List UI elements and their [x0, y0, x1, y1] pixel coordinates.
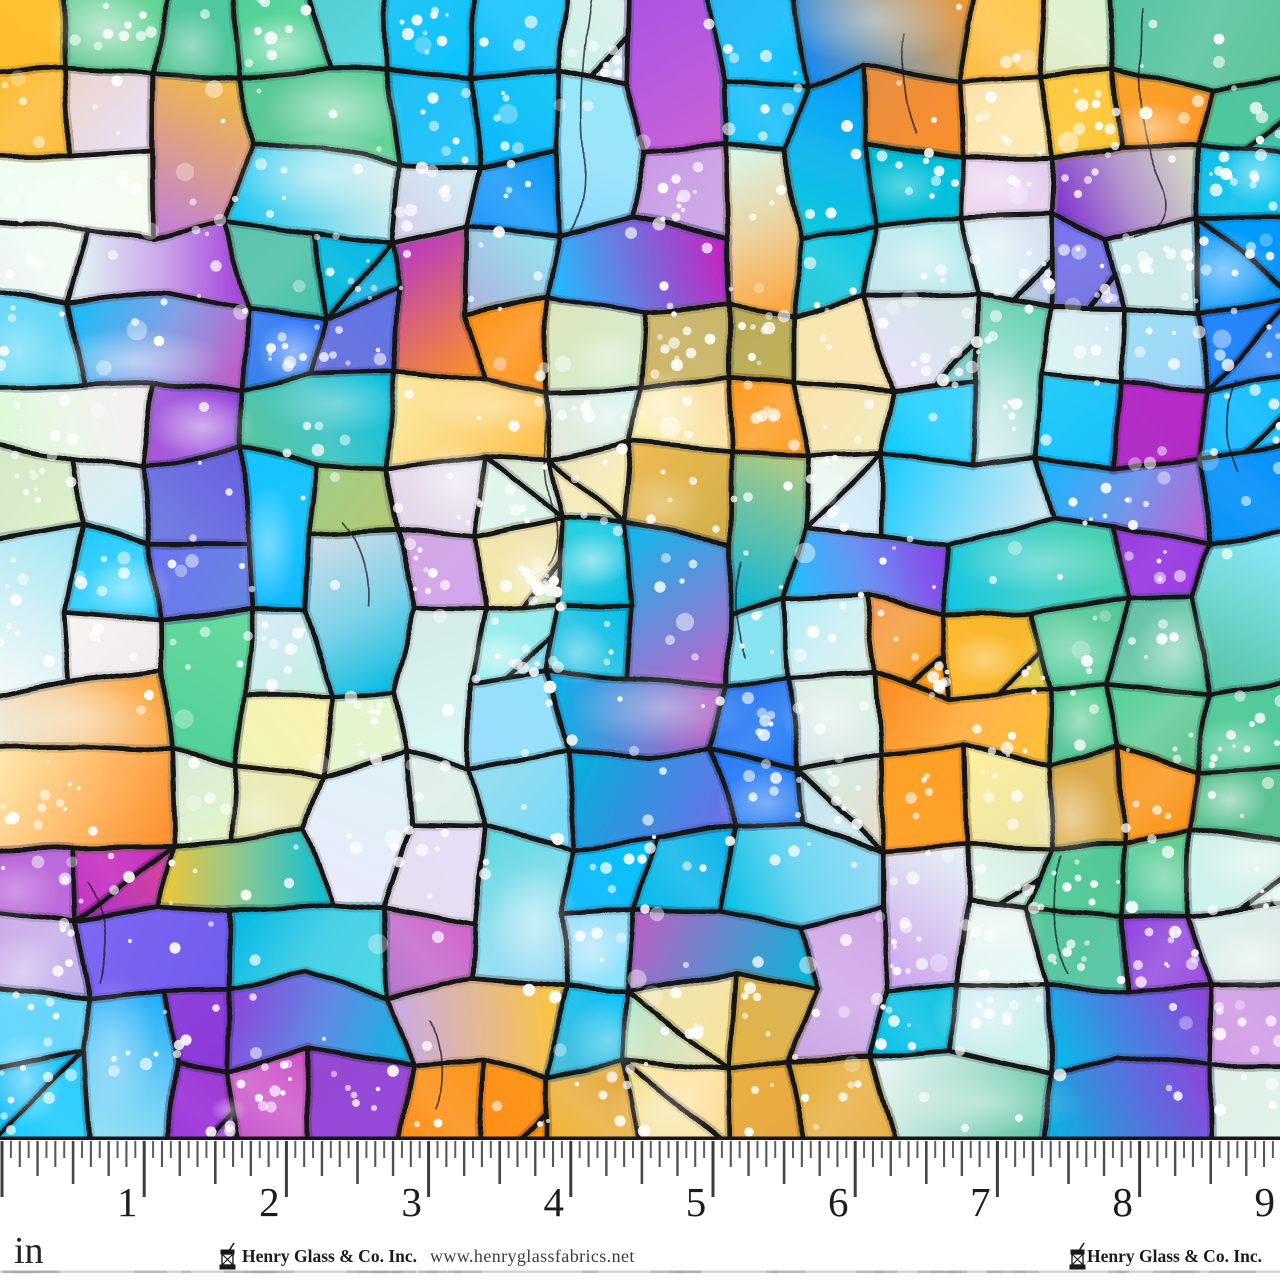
svg-text:3: 3: [401, 1179, 422, 1225]
svg-text:9: 9: [1255, 1179, 1276, 1225]
svg-text:6: 6: [828, 1179, 849, 1225]
svg-text:Henry Glass & Co. Inc.: Henry Glass & Co. Inc.: [1087, 1246, 1262, 1266]
svg-text:1: 1: [117, 1179, 138, 1225]
svg-text:7: 7: [970, 1179, 991, 1225]
svg-text:www.henryglassfabrics.net: www.henryglassfabrics.net: [430, 1246, 635, 1266]
svg-text:4: 4: [544, 1179, 565, 1225]
svg-text:Henry Glass & Co. Inc.: Henry Glass & Co. Inc.: [242, 1246, 417, 1266]
svg-text:5: 5: [686, 1179, 707, 1225]
svg-text:8: 8: [1112, 1179, 1133, 1225]
svg-text:2: 2: [259, 1179, 280, 1225]
svg-text:in: in: [14, 1230, 44, 1272]
